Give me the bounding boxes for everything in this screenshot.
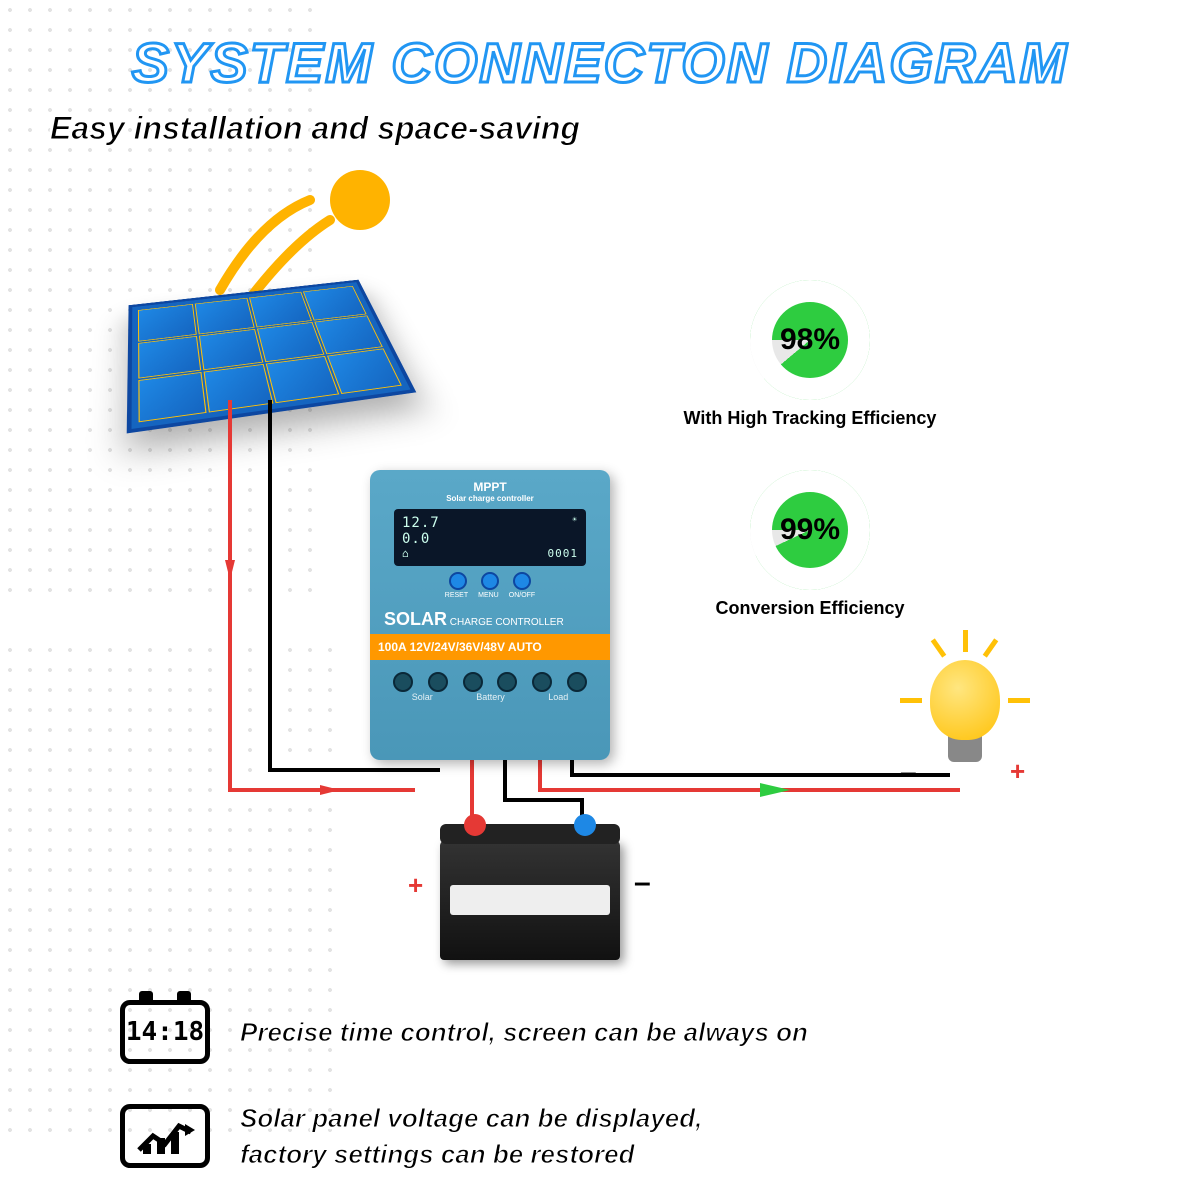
onoff-button[interactable] [513, 572, 531, 590]
feature-0: 14:18 Precise time control, screen can be… [120, 1000, 808, 1064]
plus-sign: + [408, 870, 423, 901]
solar-panel [130, 260, 390, 430]
plus-sign: + [1010, 756, 1025, 787]
controller-buttons [380, 572, 600, 590]
feature-1: Solar panel voltage can be displayed,fac… [120, 1100, 702, 1173]
diagram-stage: SYSTEM CONNECTON DIAGRAM Easy installati… [0, 0, 1200, 1200]
chart-icon [120, 1104, 210, 1168]
minus-sign: – [634, 866, 651, 900]
lcd-l1: 12.7 [402, 515, 440, 531]
menu-button[interactable] [481, 572, 499, 590]
feature-text-0: Precise time control, screen can be alwa… [240, 1014, 808, 1050]
controller-button-labels: RESET MENU ON/OFF [380, 592, 600, 599]
reset-button[interactable] [449, 572, 467, 590]
lcd-l3: 0001 [548, 547, 579, 560]
controller-head-1: MPPT [380, 480, 600, 494]
controller-spec-bar: 100A 12V/24V/36V/48V AUTO [370, 634, 610, 660]
lcd-l2: 0.0 [402, 531, 430, 547]
efficiency-ring-1: 99%Conversion Efficiency [680, 470, 940, 619]
feature-text-1: Solar panel voltage can be displayed,fac… [240, 1100, 702, 1173]
controller-brand: SOLAR CHARGE CONTROLLER [384, 609, 596, 630]
controller-lcd: 12.7☀ 0.0 ⌂0001 [394, 509, 586, 566]
clock-icon: 14:18 [120, 1000, 210, 1064]
minus-sign: – [900, 756, 917, 790]
efficiency-ring-0: 98%With High Tracking Efficiency [680, 280, 940, 429]
dots-bg-2 [0, 640, 340, 1140]
controller-terminals [380, 660, 600, 692]
page-title: SYSTEM CONNECTON DIAGRAM [132, 30, 1069, 95]
controller-head-2: Solar charge controller [380, 494, 600, 503]
lightbulb-icon [930, 660, 1000, 762]
battery [440, 840, 620, 960]
charge-controller: MPPT Solar charge controller 12.7☀ 0.0 ⌂… [370, 470, 610, 760]
subtitle: Easy installation and space-saving [50, 110, 580, 147]
controller-terminal-labels: Solar Battery Load [380, 692, 600, 702]
